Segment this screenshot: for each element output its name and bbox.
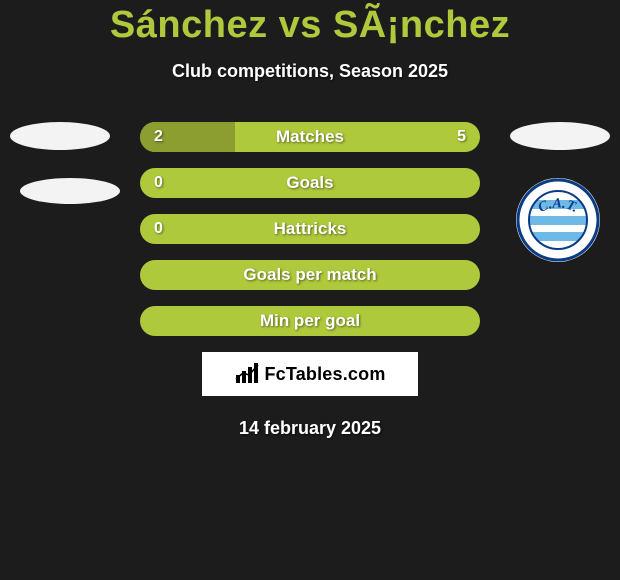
stat-row-matches: 2 Matches 5	[140, 122, 480, 152]
stat-label: Matches	[140, 122, 480, 152]
bar-chart-icon	[234, 363, 260, 385]
page-subtitle: Club competitions, Season 2025	[0, 61, 620, 82]
stat-row-goals-per-match: Goals per match	[140, 260, 480, 290]
stat-bars: 2 Matches 5 0 Goals 0 Hattricks Goals pe…	[140, 122, 480, 336]
stat-label: Min per goal	[140, 306, 480, 336]
player-right-avatar-placeholder	[510, 122, 610, 150]
brand-box: FcTables.com	[202, 352, 418, 396]
stat-label: Goals	[140, 168, 480, 198]
player-left-avatar-placeholder	[10, 122, 110, 150]
page-title: Sánchez vs SÃ¡nchez	[0, 0, 620, 47]
brand-text: FcTables.com	[264, 364, 385, 385]
player-right-club-badge: C.A.T.	[516, 178, 600, 262]
stat-label: Hattricks	[140, 214, 480, 244]
date-text: 14 february 2025	[0, 418, 620, 439]
stat-row-hattricks: 0 Hattricks	[140, 214, 480, 244]
club-badge-icon: C.A.T.	[516, 178, 600, 262]
stat-row-min-per-goal: Min per goal	[140, 306, 480, 336]
stat-row-goals: 0 Goals	[140, 168, 480, 198]
player-left-club-placeholder	[20, 178, 120, 204]
stat-value-right: 5	[457, 122, 466, 152]
stat-label: Goals per match	[140, 260, 480, 290]
